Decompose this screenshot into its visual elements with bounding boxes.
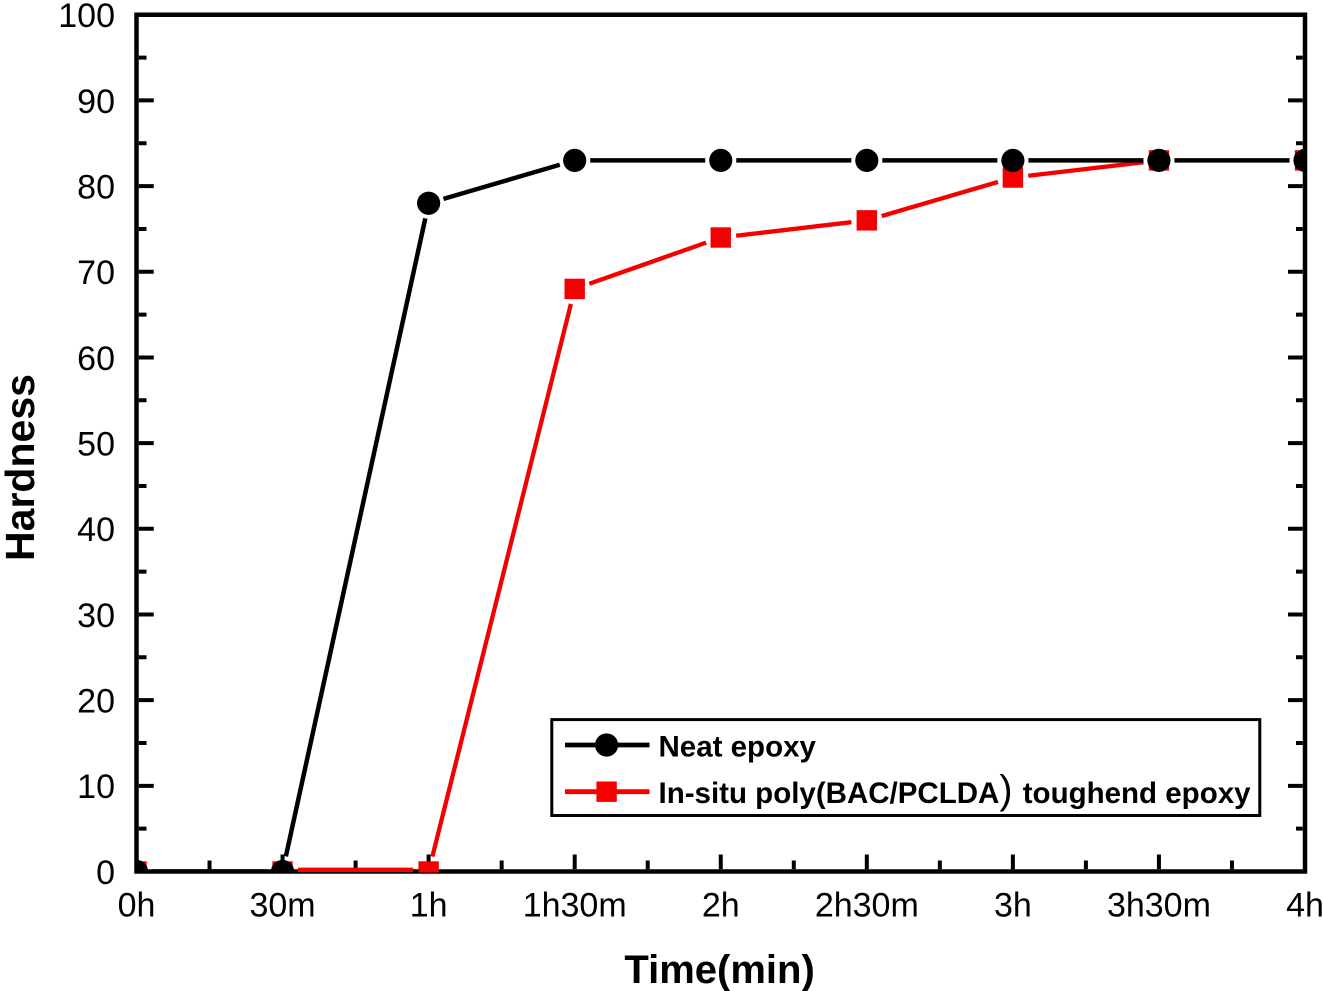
svg-text:Hardness: Hardness <box>0 374 43 561</box>
svg-text:90: 90 <box>77 83 115 121</box>
svg-text:0h: 0h <box>118 886 156 924</box>
svg-text:20: 20 <box>77 683 115 721</box>
svg-text:70: 70 <box>77 254 115 292</box>
svg-text:1h: 1h <box>410 886 448 924</box>
svg-text:30m: 30m <box>249 886 315 924</box>
svg-text:60: 60 <box>77 340 115 378</box>
svg-text:2h: 2h <box>702 886 740 924</box>
svg-text:0: 0 <box>96 854 115 892</box>
svg-text:Time(min): Time(min) <box>624 948 814 991</box>
svg-text:50: 50 <box>77 426 115 464</box>
svg-text:3h: 3h <box>994 886 1032 924</box>
svg-text:4h: 4h <box>1286 886 1323 924</box>
svg-text:30: 30 <box>77 597 115 635</box>
svg-text:10: 10 <box>77 768 115 806</box>
svg-text:100: 100 <box>58 0 115 35</box>
svg-text:2h30m: 2h30m <box>815 886 919 924</box>
svg-text:80: 80 <box>77 169 115 207</box>
svg-text:Neat epoxy: Neat epoxy <box>659 730 817 763</box>
svg-text:3h30m: 3h30m <box>1107 886 1211 924</box>
svg-text:1h30m: 1h30m <box>523 886 627 924</box>
svg-text:40: 40 <box>77 511 115 549</box>
